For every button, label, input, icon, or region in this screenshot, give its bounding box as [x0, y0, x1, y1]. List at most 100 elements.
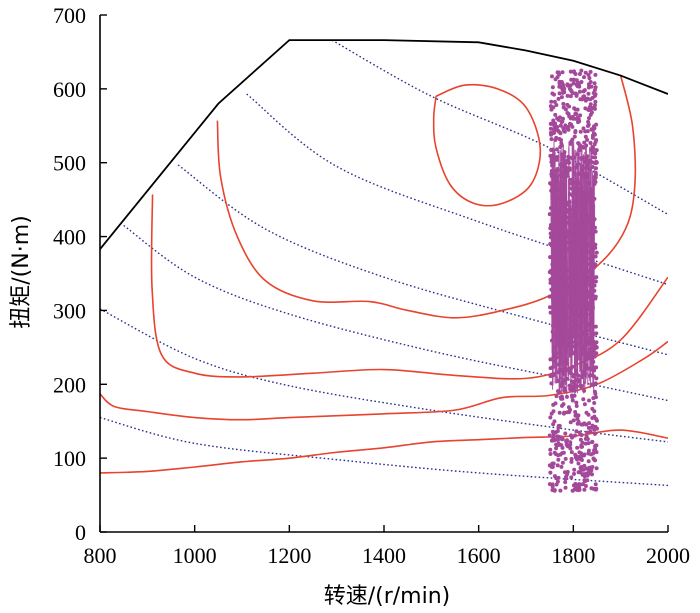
operating-point	[560, 152, 565, 157]
operating-point	[579, 216, 584, 221]
operating-point	[551, 314, 556, 319]
operating-point	[590, 423, 595, 428]
operating-point	[588, 140, 593, 145]
operating-point	[579, 80, 584, 85]
operating-point	[574, 298, 579, 303]
operating-point	[553, 452, 558, 457]
operating-point	[565, 444, 570, 449]
operating-point	[566, 335, 571, 340]
operating-point	[588, 471, 593, 476]
operating-point	[557, 137, 562, 142]
operating-point	[581, 351, 586, 356]
operating-point	[582, 372, 587, 377]
operating-point	[580, 270, 585, 275]
operating-point	[560, 445, 565, 450]
operating-point	[569, 459, 574, 464]
operating-point	[578, 437, 583, 442]
operating-point	[548, 357, 553, 362]
operating-point	[569, 243, 574, 248]
operating-point	[588, 351, 593, 356]
operating-point	[585, 244, 590, 249]
operating-point	[569, 207, 574, 212]
operating-point	[569, 271, 574, 276]
operating-point	[570, 340, 575, 345]
operating-point	[569, 139, 574, 144]
operating-point	[548, 255, 553, 260]
operating-point	[555, 437, 560, 442]
operating-point	[568, 229, 573, 234]
operating-point	[554, 103, 559, 108]
operating-point	[584, 192, 589, 197]
operating-point	[555, 338, 560, 343]
operating-point	[559, 82, 564, 87]
operating-point	[555, 155, 560, 160]
operating-point	[570, 364, 575, 369]
operating-point	[579, 221, 584, 226]
operating-point	[584, 471, 589, 476]
operating-point	[565, 469, 570, 474]
x-tick-label: 1600	[457, 543, 501, 568]
operating-point	[594, 250, 599, 255]
operating-point	[559, 321, 564, 326]
operating-point	[578, 305, 583, 310]
operating-point	[592, 365, 597, 370]
operating-point	[566, 111, 571, 116]
operating-point	[548, 205, 553, 210]
operating-point	[565, 410, 570, 415]
operating-point	[575, 221, 580, 226]
operating-point	[575, 457, 580, 462]
operating-point	[550, 482, 555, 487]
operating-point	[579, 168, 584, 173]
operating-point	[558, 212, 563, 217]
y-tick-label: 400	[53, 225, 86, 250]
operating-point	[574, 400, 579, 405]
operating-point	[564, 329, 569, 334]
operating-point	[579, 432, 584, 437]
operating-point	[566, 247, 571, 252]
operating-point	[548, 451, 553, 456]
operating-point	[551, 255, 556, 260]
operating-point	[552, 175, 557, 180]
operating-point	[582, 88, 587, 93]
operating-point	[548, 225, 553, 230]
operating-point	[560, 460, 565, 465]
operating-point	[591, 359, 596, 364]
operating-point	[570, 315, 575, 320]
x-tick-label: 1000	[173, 543, 217, 568]
operating-point	[554, 482, 559, 487]
operating-point	[582, 246, 587, 251]
operating-point	[547, 433, 552, 438]
operating-point	[584, 173, 589, 178]
operating-point	[579, 465, 584, 470]
operating-point	[593, 229, 598, 234]
operating-point	[563, 485, 568, 490]
operating-point	[565, 343, 570, 348]
operating-point	[562, 199, 567, 204]
operating-point	[568, 328, 573, 333]
y-tick-label: 500	[53, 151, 86, 176]
operating-point	[549, 287, 554, 292]
operating-point	[549, 411, 554, 416]
operating-point	[583, 227, 588, 232]
operating-point	[575, 80, 580, 85]
y-axis-label: 扭矩/(N·m)	[9, 215, 34, 328]
operating-point	[548, 235, 553, 240]
operating-point	[556, 70, 561, 75]
operating-point	[551, 432, 556, 437]
operating-point	[578, 284, 583, 289]
operating-point	[566, 292, 571, 297]
operating-point	[588, 346, 593, 351]
operating-point	[567, 282, 572, 287]
operating-point	[567, 160, 572, 165]
operating-point	[559, 120, 564, 125]
operating-point	[560, 155, 565, 160]
operating-point	[594, 122, 599, 127]
operating-point	[582, 254, 587, 259]
operating-point	[558, 162, 563, 167]
operating-point	[556, 313, 561, 318]
operating-point	[555, 188, 560, 193]
operating-point	[579, 274, 584, 279]
operating-point	[591, 486, 596, 491]
operating-point	[557, 410, 562, 415]
operating-point	[548, 310, 553, 315]
